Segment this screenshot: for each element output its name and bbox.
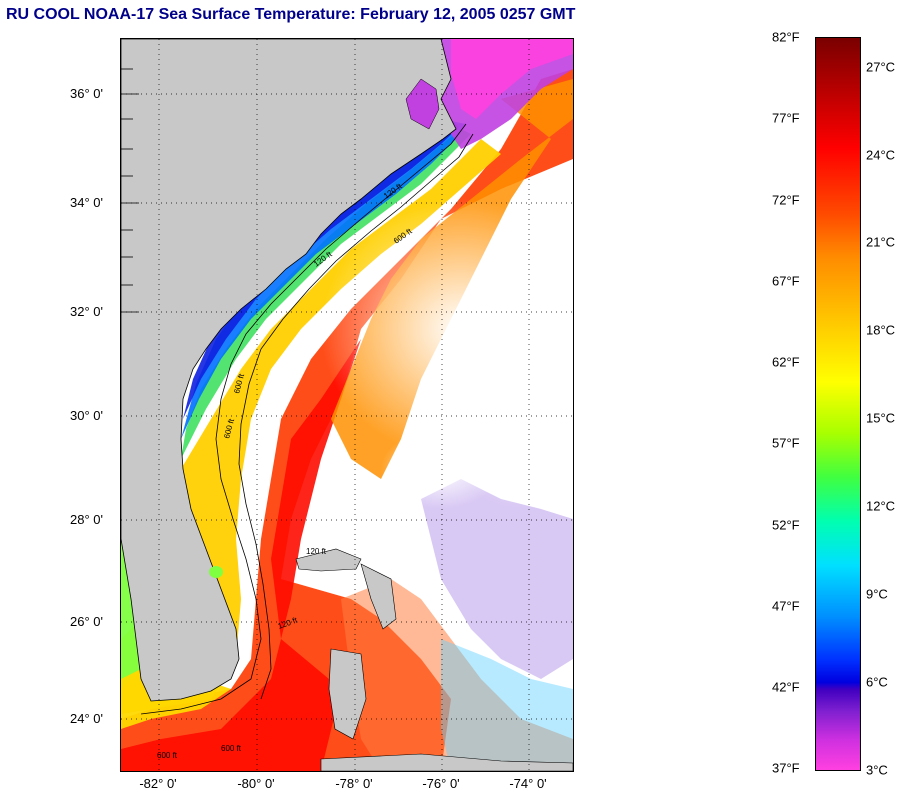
colorbar-label-f: 62°F [772, 354, 800, 370]
colorbar-label-c: 27°C [866, 59, 896, 75]
colorbar-label-f: 77°F [772, 110, 800, 126]
shelf-blue-band [181, 121, 466, 439]
bahamas-cyan-water [441, 639, 573, 771]
sst-map: 120 ft 600 ft 120 ft 600 ft 600 ft 120 f… [120, 38, 574, 772]
colorbar-label-f: 82°F [772, 29, 800, 45]
colorbar-label-c: 9°C [866, 586, 888, 602]
lat-label-34: 34° 0' [70, 195, 103, 210]
shelf-deep-blue-band [183, 119, 459, 419]
map-title: RU COOL NOAA-17 Sea Surface Temperature:… [6, 6, 576, 23]
contour-120ft [140, 123, 467, 715]
colorbar-label-c: 6°C [866, 674, 888, 690]
colorbar-label-f: 37°F [772, 760, 800, 776]
colorbar-label-c: 21°C [866, 234, 896, 250]
lat-label-26: 26° 0' [70, 614, 103, 629]
longitude-gridlines [158, 39, 530, 771]
colorbar-label-f: 57°F [772, 435, 800, 451]
us-mainland [121, 39, 457, 702]
cold-pink-water [451, 39, 573, 119]
lat-label-24: 24° 0' [70, 711, 103, 726]
lat-label-32: 32° 0' [70, 304, 103, 319]
colorbar-label-f: 42°F [772, 679, 800, 695]
contour-label: 120 ft [306, 547, 327, 556]
lon-label-82: -82° 0' [139, 776, 177, 791]
left-axis-ticks [121, 68, 139, 313]
shelf-green-band [181, 129, 471, 459]
bahamas-cuba-edge [320, 753, 573, 771]
colorbar-label-c: 24°C [866, 147, 896, 163]
latitude-gridlines [121, 93, 573, 720]
cloud-mass-south [381, 429, 501, 509]
colorbar-label-c: 15°C [866, 410, 896, 426]
pamlico-sound [405, 78, 440, 130]
colorbar-label-f: 67°F [772, 273, 800, 289]
colorbar-label-c: 18°C [866, 322, 896, 338]
bahamas-andros [328, 648, 367, 740]
bahamas-mixed-water [341, 579, 573, 771]
temperature-colorbar [815, 37, 861, 771]
colorbar-label-c: 3°C [866, 762, 888, 778]
bahamas-grand-bahama [295, 548, 362, 572]
lat-label-36: 36° 0' [70, 86, 103, 101]
southeast-cold-patches [421, 479, 573, 679]
lon-label-76: -76° 0' [422, 776, 460, 791]
bahamas-abaco [360, 563, 397, 630]
colorbar-label-f: 47°F [772, 598, 800, 614]
lat-label-28: 28° 0' [70, 512, 103, 527]
lake-okeechobee [209, 566, 223, 578]
lon-label-74: -74° 0' [509, 776, 547, 791]
lat-label-30: 30° 0' [70, 408, 103, 423]
lon-label-78: -78° 0' [335, 776, 373, 791]
contour-label: 600 ft [221, 744, 242, 753]
lon-label-80: -80° 0' [237, 776, 275, 791]
contour-label: 600 ft [157, 751, 178, 760]
colorbar-label-c: 12°C [866, 498, 896, 514]
colorbar-label-f: 72°F [772, 192, 800, 208]
colorbar-label-f: 52°F [772, 517, 800, 533]
sst-map-canvas: 120 ft 600 ft 120 ft 600 ft 600 ft 120 f… [121, 39, 573, 771]
gulf-stream-core [121, 339, 361, 771]
